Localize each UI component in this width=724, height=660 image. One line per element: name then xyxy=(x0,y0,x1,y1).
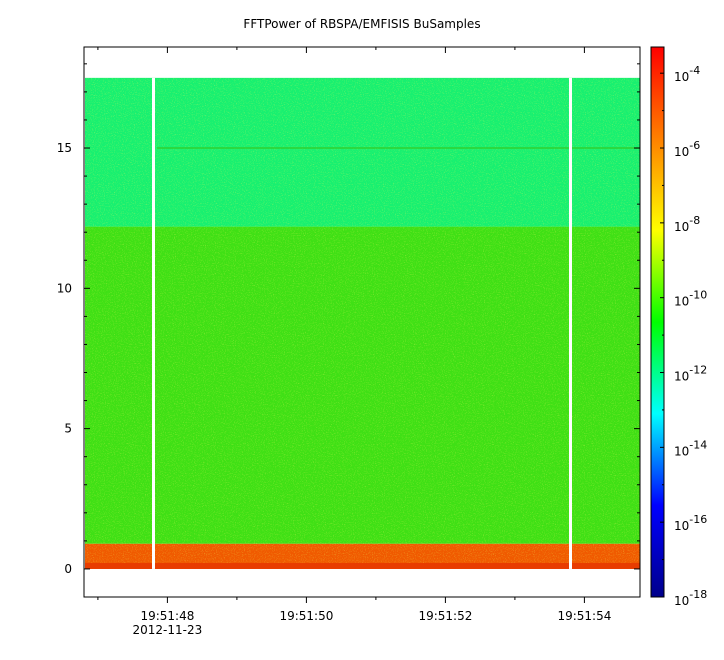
plot-area xyxy=(85,77,640,569)
colorbar-tick-label: 10-18 xyxy=(674,588,707,608)
colorbar-tick-label: 10-4 xyxy=(674,64,700,84)
chart-title: FFTPower of RBSPA/EMFISIS BuSamples xyxy=(243,17,481,31)
colorbar-tick-label: 10-6 xyxy=(674,139,700,159)
colorbar-tick-label: 10-14 xyxy=(674,438,707,458)
x-tick-label: 19:51:52 xyxy=(418,609,472,623)
axes: 0 5 10 15 19:51:48 19:51:50 19:51:52 19:51:54 20… xyxy=(57,46,641,637)
data-gap xyxy=(569,77,572,569)
x-tick-label: 19:51:50 xyxy=(279,609,333,623)
spectrogram-band-edge xyxy=(85,562,640,569)
plot-frame xyxy=(83,46,641,598)
y-tick-label: 5 xyxy=(64,422,72,436)
y-tick-label: 0 xyxy=(64,562,72,576)
colorbar-tick-label: 10-12 xyxy=(674,364,707,384)
date-label: 2012-11-23 xyxy=(133,623,203,637)
x-tick-label: 19:51:48 xyxy=(140,609,194,623)
spectrogram-band-texture xyxy=(85,226,640,544)
colorbar-gradient xyxy=(650,46,665,598)
x-tick-label: 19:51:54 xyxy=(557,609,611,623)
colorbar-tick-label: 10-16 xyxy=(674,513,707,533)
spectrogram-band-texture xyxy=(85,77,640,227)
colorbar: 10-4 10-6 10-8 10-10 10-12 10-14 10-16 10-18 xyxy=(650,46,707,608)
y-tick-label: 15 xyxy=(57,141,72,155)
colorbar-tick-label: 10-8 xyxy=(674,214,700,234)
y-tick-label: 10 xyxy=(57,281,72,295)
data-gap xyxy=(152,77,155,569)
colorbar-tick-label: 10-10 xyxy=(674,289,707,309)
